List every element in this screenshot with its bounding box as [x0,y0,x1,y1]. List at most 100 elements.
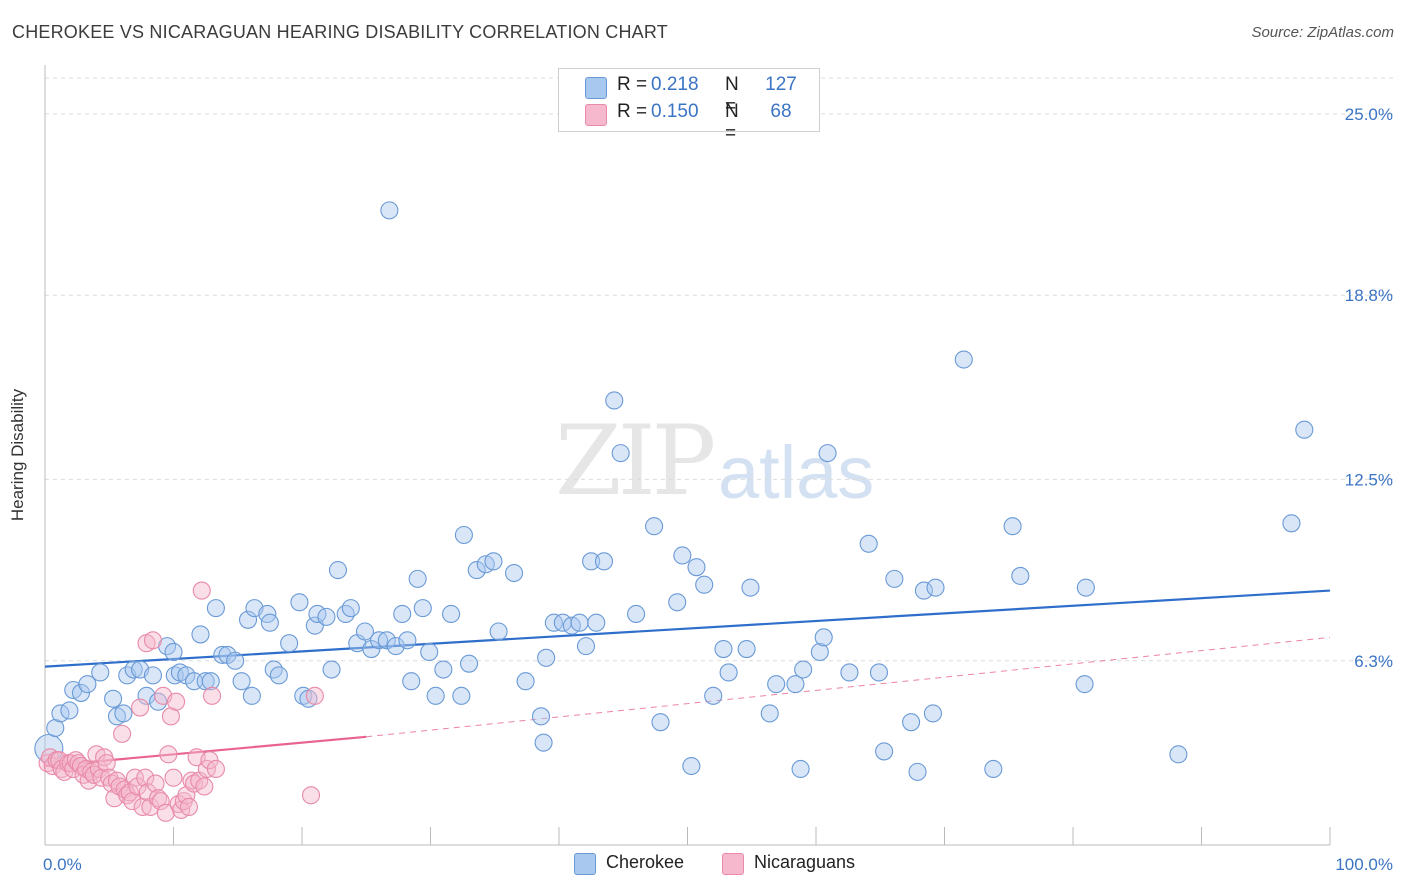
cherokee-point [719,663,738,682]
cherokee-point [810,642,829,662]
legend-r-value: 0.218 [651,74,699,95]
cherokee-point [290,593,309,612]
nicaraguan-point [206,759,225,779]
legend-n-value: 68 [770,101,792,122]
cherokee-point [794,660,813,679]
axes [44,65,1331,846]
cherokee-point [875,742,894,761]
cherokee-point [426,686,445,705]
cherokee-point [386,637,405,656]
cherokee-point [687,558,706,577]
nicaraguan-point [149,789,168,808]
cherokee-point [370,631,389,650]
cherokee-point [786,675,805,694]
cherokee-point [767,675,786,694]
nicaraguan-point [301,786,321,805]
cherokee-point [60,701,79,720]
cherokee-trend-line [44,589,1331,668]
cherokee-point [164,642,183,662]
cherokee-point [516,672,535,691]
x-tick-label: 0.0% [43,855,82,874]
nicaraguan-point [146,774,165,793]
y-tick-label: 12.5% [1345,470,1393,489]
cherokee-point [143,666,162,685]
cherokee-point [869,663,889,682]
y-tick-label: 25.0% [1345,105,1393,124]
cherokee-point [341,599,360,618]
cherokee-point [714,640,733,659]
cherokee-point [534,733,553,752]
cherokee-point [380,201,399,220]
cherokee-point [818,444,837,463]
cherokee-point [459,654,479,673]
chart-title: CHEROKEE VS NICARAGUAN HEARING DISABILIT… [12,22,668,42]
cherokee-point [673,546,692,565]
cherokee-point [328,561,348,580]
grid-lines [45,77,1395,662]
cherokee-point [908,762,927,781]
y-tick-label: 18.8% [1345,286,1393,305]
cherokee-point [984,759,1003,779]
tick-labels: 6.3% 12.5% 18.8% 25.0% 0.0% 100.0% [43,105,1393,874]
data-points [34,201,1314,822]
cherokee-point [91,663,110,682]
cherokee-point [484,552,503,571]
cherokee-point [1295,420,1314,439]
cherokee-point [104,689,123,708]
cherokee-point [741,578,760,597]
nicaraguan-point [192,581,211,600]
cherokee-point [264,660,283,679]
legend-r-label: R = [617,101,648,122]
cherokee-point [627,604,646,624]
cherokee-point [814,628,833,647]
cherokee-point [1282,514,1301,533]
cherokee-point [914,581,933,600]
cherokee-point [489,622,508,641]
legend-swatch-nicaraguans [585,104,607,126]
nicaraguan-trend-extension [366,636,1331,738]
nicaraguan-point [164,768,183,787]
cherokee-point [377,631,396,650]
cherokee-point [1169,745,1188,764]
cherokee-point [442,604,461,624]
bottom-legend-cherokee: Cherokee [606,852,685,872]
cherokee-point [576,637,596,656]
cherokee-point [1011,566,1030,585]
cherokee-point [594,552,614,571]
cherokee-point [413,599,432,618]
nicaraguan-point [185,774,204,793]
cherokee-point [695,575,714,594]
y-tick-label: 6.3% [1354,652,1393,671]
cherokee-point [704,686,723,705]
cherokee-point [570,613,589,632]
cherokee-point [242,686,261,705]
cherokee-point [191,625,210,644]
cherokee-point [420,642,439,662]
cherokee-point [1076,578,1095,597]
cherokee-point [124,660,143,679]
cherokee-point [537,648,556,667]
cherokee-point [1003,517,1022,536]
cherokee-point [238,610,258,629]
cherokee-point [355,622,375,641]
cherokee-point [114,704,133,723]
legend-r-label: R = [617,74,648,95]
cherokee-point [232,672,251,691]
bottom-legend-nicaraguans: Nicaraguans [754,852,856,872]
nicaraguan-point [97,754,116,773]
legend-n-value: 127 [765,74,797,95]
nicaraguan-point [113,724,132,743]
cherokee-point [393,604,412,624]
cherokee-point [317,607,336,626]
cherokee-point [859,534,878,553]
cherokee-point [226,651,245,670]
cherokee-point [398,631,417,650]
x-tick-label: 100.0% [1335,855,1393,874]
cherokee-point [402,672,421,691]
cherokee-point [923,704,942,723]
cherokee-point [201,672,220,691]
cherokee-point [504,563,524,583]
nicaraguan-point [305,686,324,705]
nicaraguan-point [203,686,222,705]
